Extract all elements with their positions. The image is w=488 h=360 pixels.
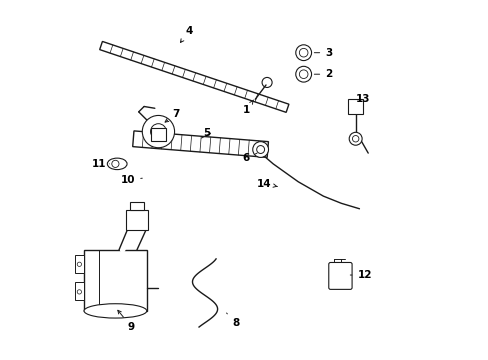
Circle shape [142, 116, 174, 148]
Text: 6: 6 [242, 153, 257, 163]
Polygon shape [132, 131, 268, 157]
Text: 13: 13 [355, 94, 369, 104]
Ellipse shape [107, 158, 127, 170]
Text: 10: 10 [121, 175, 142, 185]
Text: 11: 11 [92, 159, 109, 169]
Bar [151, 128, 165, 140]
Text: 2: 2 [314, 69, 332, 79]
Circle shape [348, 132, 362, 145]
Bar [75, 282, 84, 300]
Bar [84, 250, 146, 311]
Circle shape [295, 66, 311, 82]
Text: 9: 9 [118, 310, 135, 332]
Bar [348, 99, 362, 114]
Text: 14: 14 [256, 179, 277, 189]
Text: 1: 1 [242, 100, 253, 115]
Ellipse shape [84, 304, 146, 318]
Text: 5: 5 [203, 129, 210, 138]
Bar [75, 255, 84, 273]
FancyBboxPatch shape [328, 262, 351, 289]
Text: 8: 8 [226, 313, 239, 328]
Text: 3: 3 [314, 48, 332, 58]
Circle shape [295, 45, 311, 60]
Bar [126, 211, 147, 230]
Text: 7: 7 [165, 109, 180, 122]
Text: 12: 12 [349, 270, 371, 280]
Circle shape [252, 141, 268, 157]
Bar [129, 202, 144, 211]
Text: 4: 4 [180, 26, 192, 42]
